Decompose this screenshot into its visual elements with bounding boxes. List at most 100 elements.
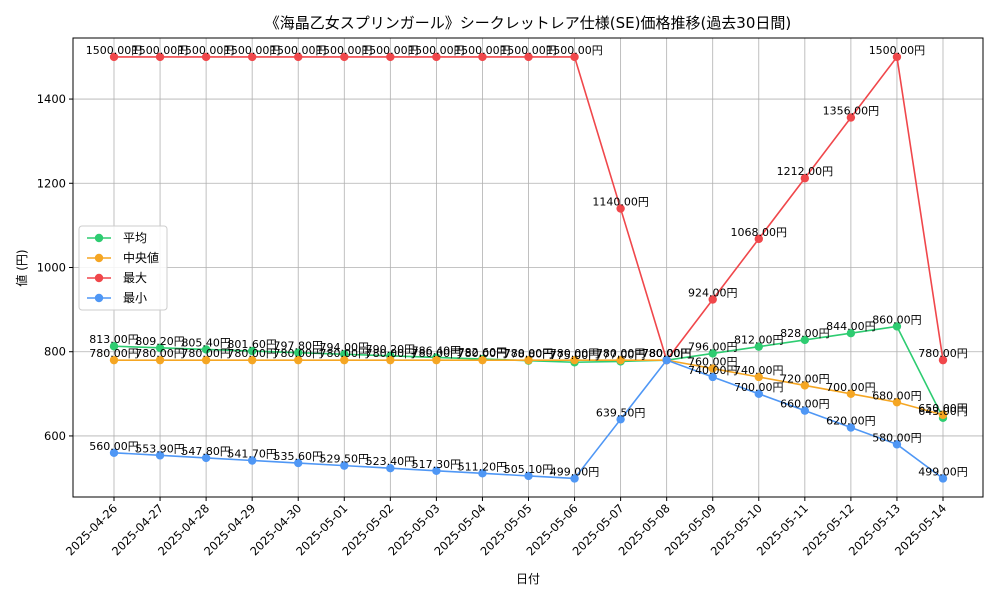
data-point xyxy=(846,113,856,122)
data-label: 1212.00円 xyxy=(777,165,834,178)
data-label: 809.20円 xyxy=(135,335,185,348)
data-label: 547.80円 xyxy=(181,445,231,458)
data-point xyxy=(570,355,579,365)
data-point xyxy=(892,322,902,331)
data-point xyxy=(938,410,948,420)
legend-label: 中央値 xyxy=(123,250,159,265)
data-point xyxy=(109,52,119,62)
data-label: 812.00円 xyxy=(734,334,784,347)
data-label: 786.40円 xyxy=(412,344,462,357)
data-point xyxy=(570,52,579,62)
data-point xyxy=(616,355,625,365)
data-label: 1500.00円 xyxy=(316,44,373,57)
data-label: 680.00円 xyxy=(872,389,922,402)
data-label: 780.00円 xyxy=(366,347,416,360)
data-point xyxy=(432,52,441,62)
data-label: 1500.00円 xyxy=(224,44,281,57)
x-axis: 2025-04-262025-04-272025-04-282025-04-29… xyxy=(63,497,949,558)
data-point xyxy=(247,346,257,356)
data-point xyxy=(708,364,717,373)
data-label: 801.60円 xyxy=(227,338,277,351)
data-label: 541.70円 xyxy=(227,447,277,460)
data-label: 639.50円 xyxy=(596,406,646,419)
data-point xyxy=(616,415,625,424)
data-point xyxy=(846,389,856,399)
data-point xyxy=(754,389,763,399)
data-label: 775.00円 xyxy=(550,349,600,362)
data-label: 780.00円 xyxy=(227,347,277,360)
data-label: 796.00円 xyxy=(688,340,738,353)
data-point xyxy=(800,381,810,390)
legend-label: 最小 xyxy=(123,291,147,305)
x-axis-label: 日付 xyxy=(516,572,540,586)
data-point xyxy=(432,355,441,365)
data-point xyxy=(294,348,303,357)
data-label: 1500.00円 xyxy=(270,44,327,57)
data-label: 643.00円 xyxy=(918,405,968,418)
data-point xyxy=(524,471,533,481)
data-label: 790.20円 xyxy=(366,343,416,356)
data-label: 760.00円 xyxy=(688,356,738,369)
data-point xyxy=(155,451,165,460)
data-label: 580.00円 xyxy=(872,431,922,444)
data-label: 1500.00円 xyxy=(132,44,189,57)
data-label: 720.00円 xyxy=(780,372,830,385)
data-label: 780.00円 xyxy=(135,347,185,360)
data-point xyxy=(892,52,902,62)
data-point xyxy=(155,355,165,365)
data-label: 860.00円 xyxy=(872,313,922,326)
data-point xyxy=(754,372,763,382)
data-label: 535.60円 xyxy=(273,450,323,463)
legend-marker xyxy=(94,233,104,243)
data-label: 660.00円 xyxy=(780,398,830,411)
data-point xyxy=(109,355,119,365)
data-label: 780.00円 xyxy=(642,347,692,360)
data-point xyxy=(294,52,303,62)
data-label: 1140.00円 xyxy=(592,196,649,209)
legend-label: 最大 xyxy=(123,271,147,285)
data-label: 499.00円 xyxy=(550,465,600,478)
data-label: 523.40円 xyxy=(366,455,416,468)
data-point xyxy=(386,463,395,473)
data-label: 780.00円 xyxy=(550,347,600,360)
data-point xyxy=(708,372,717,382)
legend-marker xyxy=(94,253,104,263)
legend-marker xyxy=(94,273,104,283)
data-label: 511.20円 xyxy=(458,460,508,473)
data-point xyxy=(570,474,579,483)
data-label: 780.00円 xyxy=(918,347,968,360)
data-point xyxy=(201,453,211,463)
series-group xyxy=(109,52,948,483)
data-label: 797.80円 xyxy=(273,340,323,353)
y-axis-label: 値 (円) xyxy=(14,249,29,286)
data-label-group: 813.00円809.20円805.40円801.60円797.80円794.0… xyxy=(86,44,968,479)
data-label: 529.50円 xyxy=(320,453,370,466)
data-label: 780.00円 xyxy=(596,347,646,360)
data-label: 924.00円 xyxy=(688,287,738,300)
data-point xyxy=(708,349,717,358)
legend-marker xyxy=(94,293,104,303)
data-point xyxy=(201,355,211,365)
data-label: 1500.00円 xyxy=(408,44,465,57)
data-label: 1500.00円 xyxy=(86,44,143,57)
data-point xyxy=(478,355,487,365)
data-point xyxy=(800,174,810,183)
data-label: 1500.00円 xyxy=(869,44,926,57)
data-point xyxy=(155,52,165,62)
data-point xyxy=(340,355,349,365)
data-label: 780.00円 xyxy=(273,347,323,360)
data-label: 740.00円 xyxy=(688,364,738,377)
data-label: 1068.00円 xyxy=(731,226,788,239)
data-label: 650.00円 xyxy=(918,402,968,415)
data-point xyxy=(478,52,487,62)
data-label: 1500.00円 xyxy=(454,44,511,57)
data-point xyxy=(340,52,349,62)
y-tick-label: 800 xyxy=(44,345,66,359)
data-point xyxy=(386,355,395,365)
data-label: 1500.00円 xyxy=(546,44,603,57)
data-label: 700.00円 xyxy=(734,381,784,394)
data-label: 740.00円 xyxy=(734,364,784,377)
data-label: 794.00円 xyxy=(320,341,370,354)
data-label: 805.40円 xyxy=(181,336,231,349)
data-point xyxy=(247,52,257,62)
